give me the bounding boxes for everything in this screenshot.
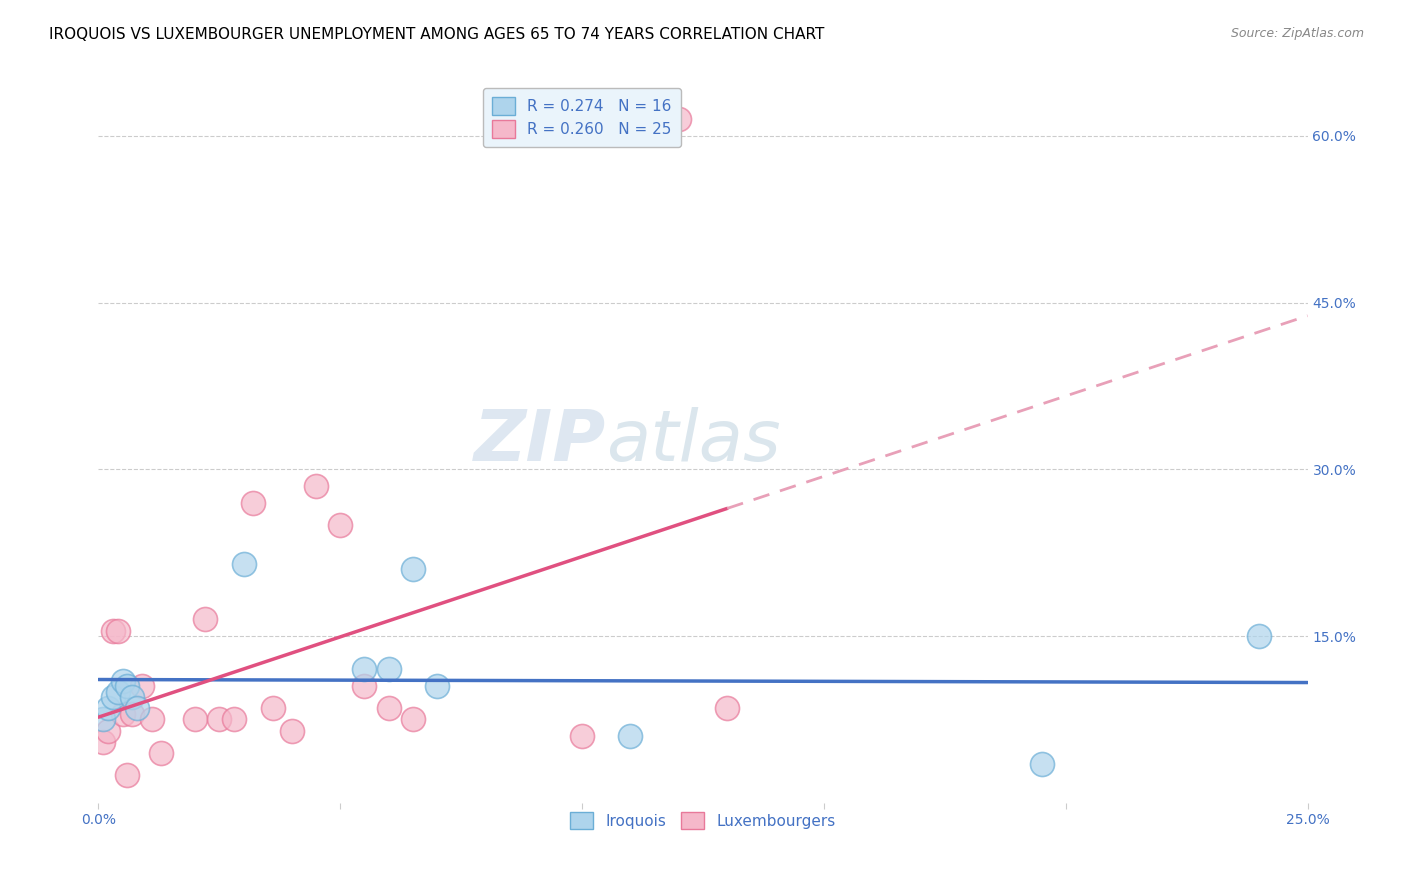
Point (127, 701, 149, 715)
Point (111, 673, 134, 688)
Point (353, 679, 375, 693)
Text: ZIP: ZIP (474, 407, 606, 476)
Point (1031, 756, 1053, 771)
Point (97, 701, 120, 715)
Point (222, 713, 245, 727)
Point (242, 496, 264, 510)
Text: atlas: atlas (606, 407, 780, 476)
Point (117, 679, 139, 693)
Point (1249, 629, 1271, 643)
Point (101, 624, 124, 638)
Point (716, 701, 738, 715)
Point (121, 706, 143, 721)
Point (91, 713, 114, 727)
Point (353, 662, 375, 676)
Point (121, 690, 143, 705)
Point (305, 479, 328, 493)
Point (377, 701, 399, 715)
Point (377, 662, 399, 676)
Point (107, 624, 129, 638)
Point (184, 713, 207, 727)
Point (329, 517, 352, 532)
Text: Source: ZipAtlas.com: Source: ZipAtlas.com (1230, 27, 1364, 40)
Point (619, 729, 641, 743)
Point (194, 612, 217, 626)
Point (281, 723, 304, 738)
Point (668, 112, 690, 127)
Point (426, 679, 449, 693)
Point (402, 713, 425, 727)
Point (232, 557, 254, 571)
Text: IROQUOIS VS LUXEMBOURGER UNEMPLOYMENT AMONG AGES 65 TO 74 YEARS CORRELATION CHAR: IROQUOIS VS LUXEMBOURGER UNEMPLOYMENT AM… (49, 27, 824, 42)
Point (91, 734, 114, 748)
Point (107, 684, 129, 698)
Point (117, 768, 139, 782)
Point (208, 713, 231, 727)
Point (101, 690, 124, 705)
Point (141, 713, 163, 727)
Point (150, 746, 173, 760)
Point (131, 679, 153, 693)
Point (571, 729, 593, 743)
Point (111, 706, 134, 721)
Point (402, 562, 425, 576)
Point (97, 723, 120, 738)
Legend: Iroquois, Luxembourgers: Iroquois, Luxembourgers (561, 803, 845, 838)
Point (262, 701, 284, 715)
